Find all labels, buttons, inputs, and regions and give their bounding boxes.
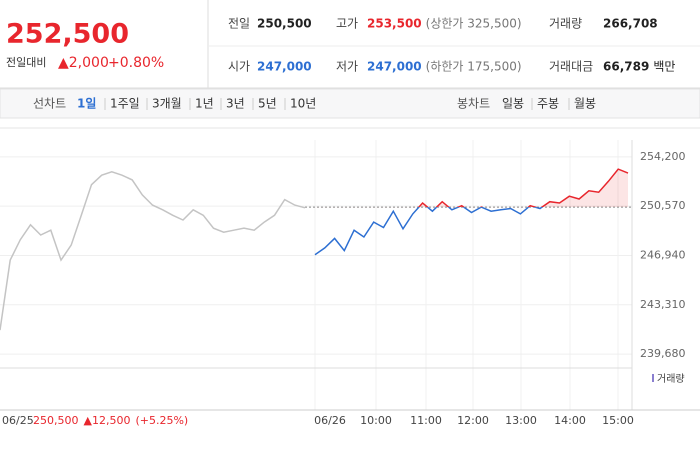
tab-label: 선차트: [33, 97, 66, 111]
prev-summary: 250,500: [33, 414, 79, 427]
y-tick-label: 239,680: [640, 347, 686, 360]
price-line: [0, 171, 306, 331]
y-tick-label: 254,200: [640, 150, 686, 163]
candle-tab[interactable]: 월봉: [574, 97, 596, 111]
info-value: 253,500: [367, 17, 422, 31]
x-label: 10:00: [360, 414, 392, 427]
x-label: 11:00: [410, 414, 442, 427]
prev-summary: ▲12,500: [84, 414, 131, 427]
info-label: 시가: [228, 60, 250, 74]
period-tab[interactable]: 3개월: [152, 97, 182, 111]
y-tick-label: 243,310: [640, 298, 686, 311]
info-note: (하한가 175,500): [426, 60, 522, 74]
info-label: 전일: [228, 17, 250, 31]
x-label: 14:00: [554, 414, 586, 427]
info-unit: 백만: [653, 60, 675, 74]
volume-label: 거래량: [657, 373, 685, 385]
info-value: 266,708: [603, 17, 658, 31]
x-label: 15:00: [602, 414, 634, 427]
y-tick-label: 246,940: [640, 248, 686, 261]
price-line-down: [314, 207, 544, 256]
info-value: 250,500: [257, 17, 312, 31]
prev-summary: (+5.25%): [135, 414, 188, 427]
x-label: 06/25: [2, 414, 34, 427]
candle-tab[interactable]: 주봉: [537, 97, 559, 111]
tab-label: 봉차트: [457, 97, 490, 111]
x-label: 12:00: [457, 414, 489, 427]
x-label: 06/26: [314, 414, 346, 427]
x-label: 13:00: [505, 414, 537, 427]
info-label: 고가: [336, 17, 358, 31]
info-label: 저가: [336, 60, 358, 74]
price: 252,500: [6, 19, 129, 50]
change: ▲2,000: [58, 55, 109, 71]
info-value: 247,000: [257, 60, 312, 74]
tab-bar: [0, 88, 700, 119]
info-value: 247,000: [367, 60, 422, 74]
info-value: 66,789: [603, 60, 649, 74]
info-label: 거래대금: [549, 60, 593, 74]
info-note: (상한가 325,500): [426, 17, 522, 31]
up-area: [418, 169, 628, 208]
change-pct: +0.80%: [108, 55, 164, 71]
info-label: 거래량: [549, 17, 582, 31]
period-tab[interactable]: 10년: [290, 97, 316, 111]
price-line-up: [417, 168, 629, 208]
volume-key: [652, 374, 654, 382]
period-tab[interactable]: 1일: [77, 97, 96, 111]
period-tab[interactable]: 5년: [258, 97, 277, 111]
change-label: 전일대비: [6, 55, 46, 69]
period-tab[interactable]: 1년: [195, 97, 214, 111]
y-tick-label: 250,570: [640, 199, 686, 212]
period-tab[interactable]: 1주일: [110, 97, 140, 111]
period-tab[interactable]: 3년: [226, 97, 245, 111]
candle-tab[interactable]: 일봉: [502, 97, 524, 111]
